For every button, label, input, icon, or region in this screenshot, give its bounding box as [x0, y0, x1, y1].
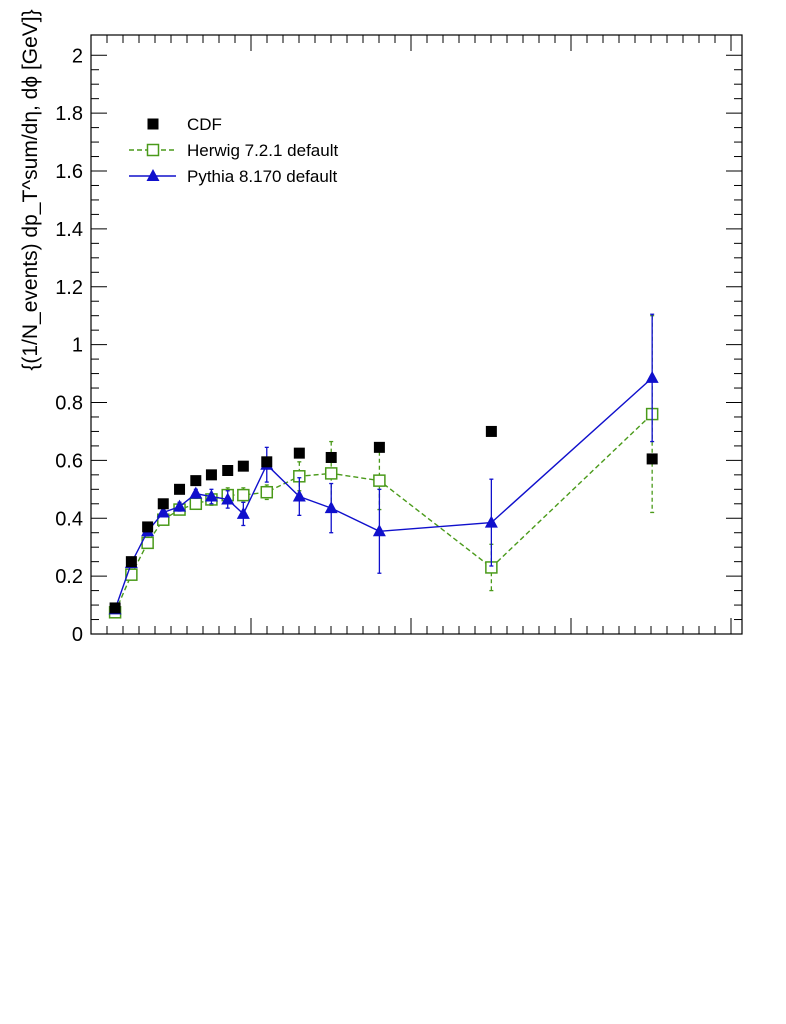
data-point — [236, 506, 250, 519]
data-point — [260, 485, 274, 499]
legend-entry: Herwig 7.2.1 default — [129, 141, 338, 160]
data-point — [109, 602, 121, 614]
y-tick-label: 1.2 — [55, 277, 83, 299]
legend-entry: CDF — [147, 115, 222, 134]
data-point — [173, 499, 187, 512]
data-point — [373, 441, 385, 453]
data-point — [156, 505, 170, 518]
data-point — [204, 489, 218, 502]
data-point — [190, 475, 202, 487]
data-point — [292, 489, 306, 502]
legend-entry: Pythia 8.170 default — [129, 167, 338, 186]
data-point — [157, 498, 169, 510]
series-0 — [109, 425, 658, 614]
y-tick-label: 1.4 — [55, 219, 83, 241]
data-point — [221, 492, 235, 505]
data-point — [189, 486, 203, 499]
y-tick-labels: 0 0.2 0.4 0.6 0.8 1 1.2 1.4 1.6 1.8 2 — [55, 45, 83, 646]
legend-marker — [146, 143, 160, 157]
data-point — [261, 456, 273, 468]
legend-label: Pythia 8.170 default — [187, 167, 338, 186]
y-tick-label: 0.2 — [55, 566, 83, 588]
y-tick-label: 1 — [72, 335, 83, 357]
data-point — [189, 497, 203, 511]
data-point — [125, 556, 137, 568]
y-tick-label: 1.6 — [55, 161, 83, 183]
data-point — [324, 501, 338, 514]
data-point — [324, 467, 338, 480]
data-point — [372, 524, 386, 537]
axis-ticks — [90, 35, 742, 635]
y-tick-label: 2 — [72, 45, 83, 67]
data-point — [237, 488, 250, 502]
legend: CDF Herwig 7.2.1 default Pythia 8.170 defa… — [129, 115, 338, 186]
legend-label: CDF — [187, 115, 222, 134]
data-point — [222, 465, 234, 477]
legend-marker — [146, 169, 160, 181]
data-point — [484, 515, 498, 528]
data-point — [646, 453, 658, 465]
y-tick-label: 0.4 — [55, 508, 83, 530]
y-tick-label: 0.8 — [55, 393, 83, 415]
y-tick-label: 0.6 — [55, 450, 83, 472]
data-point — [293, 447, 305, 459]
data-point — [174, 483, 186, 495]
data-point — [325, 451, 337, 463]
legend-marker — [147, 118, 159, 130]
series-layer — [108, 313, 659, 619]
legend-label: Herwig 7.2.1 default — [187, 141, 338, 160]
data-point — [373, 474, 386, 487]
series-1 — [108, 315, 659, 619]
data-point — [237, 460, 249, 472]
data-point — [205, 469, 217, 481]
data-point — [142, 521, 154, 533]
plot-frame — [90, 34, 743, 635]
series-line — [114, 413, 653, 613]
y-tick-label: 0 — [72, 624, 83, 646]
y-axis-title: {(1/N_events) dp_T^sum/dη, dϕ [GeV]} — [19, 9, 42, 370]
data-point — [125, 568, 138, 581]
data-point — [485, 425, 497, 437]
series-2 — [108, 313, 659, 615]
y-tick-label: 1.8 — [55, 103, 83, 125]
data-point — [645, 370, 659, 383]
